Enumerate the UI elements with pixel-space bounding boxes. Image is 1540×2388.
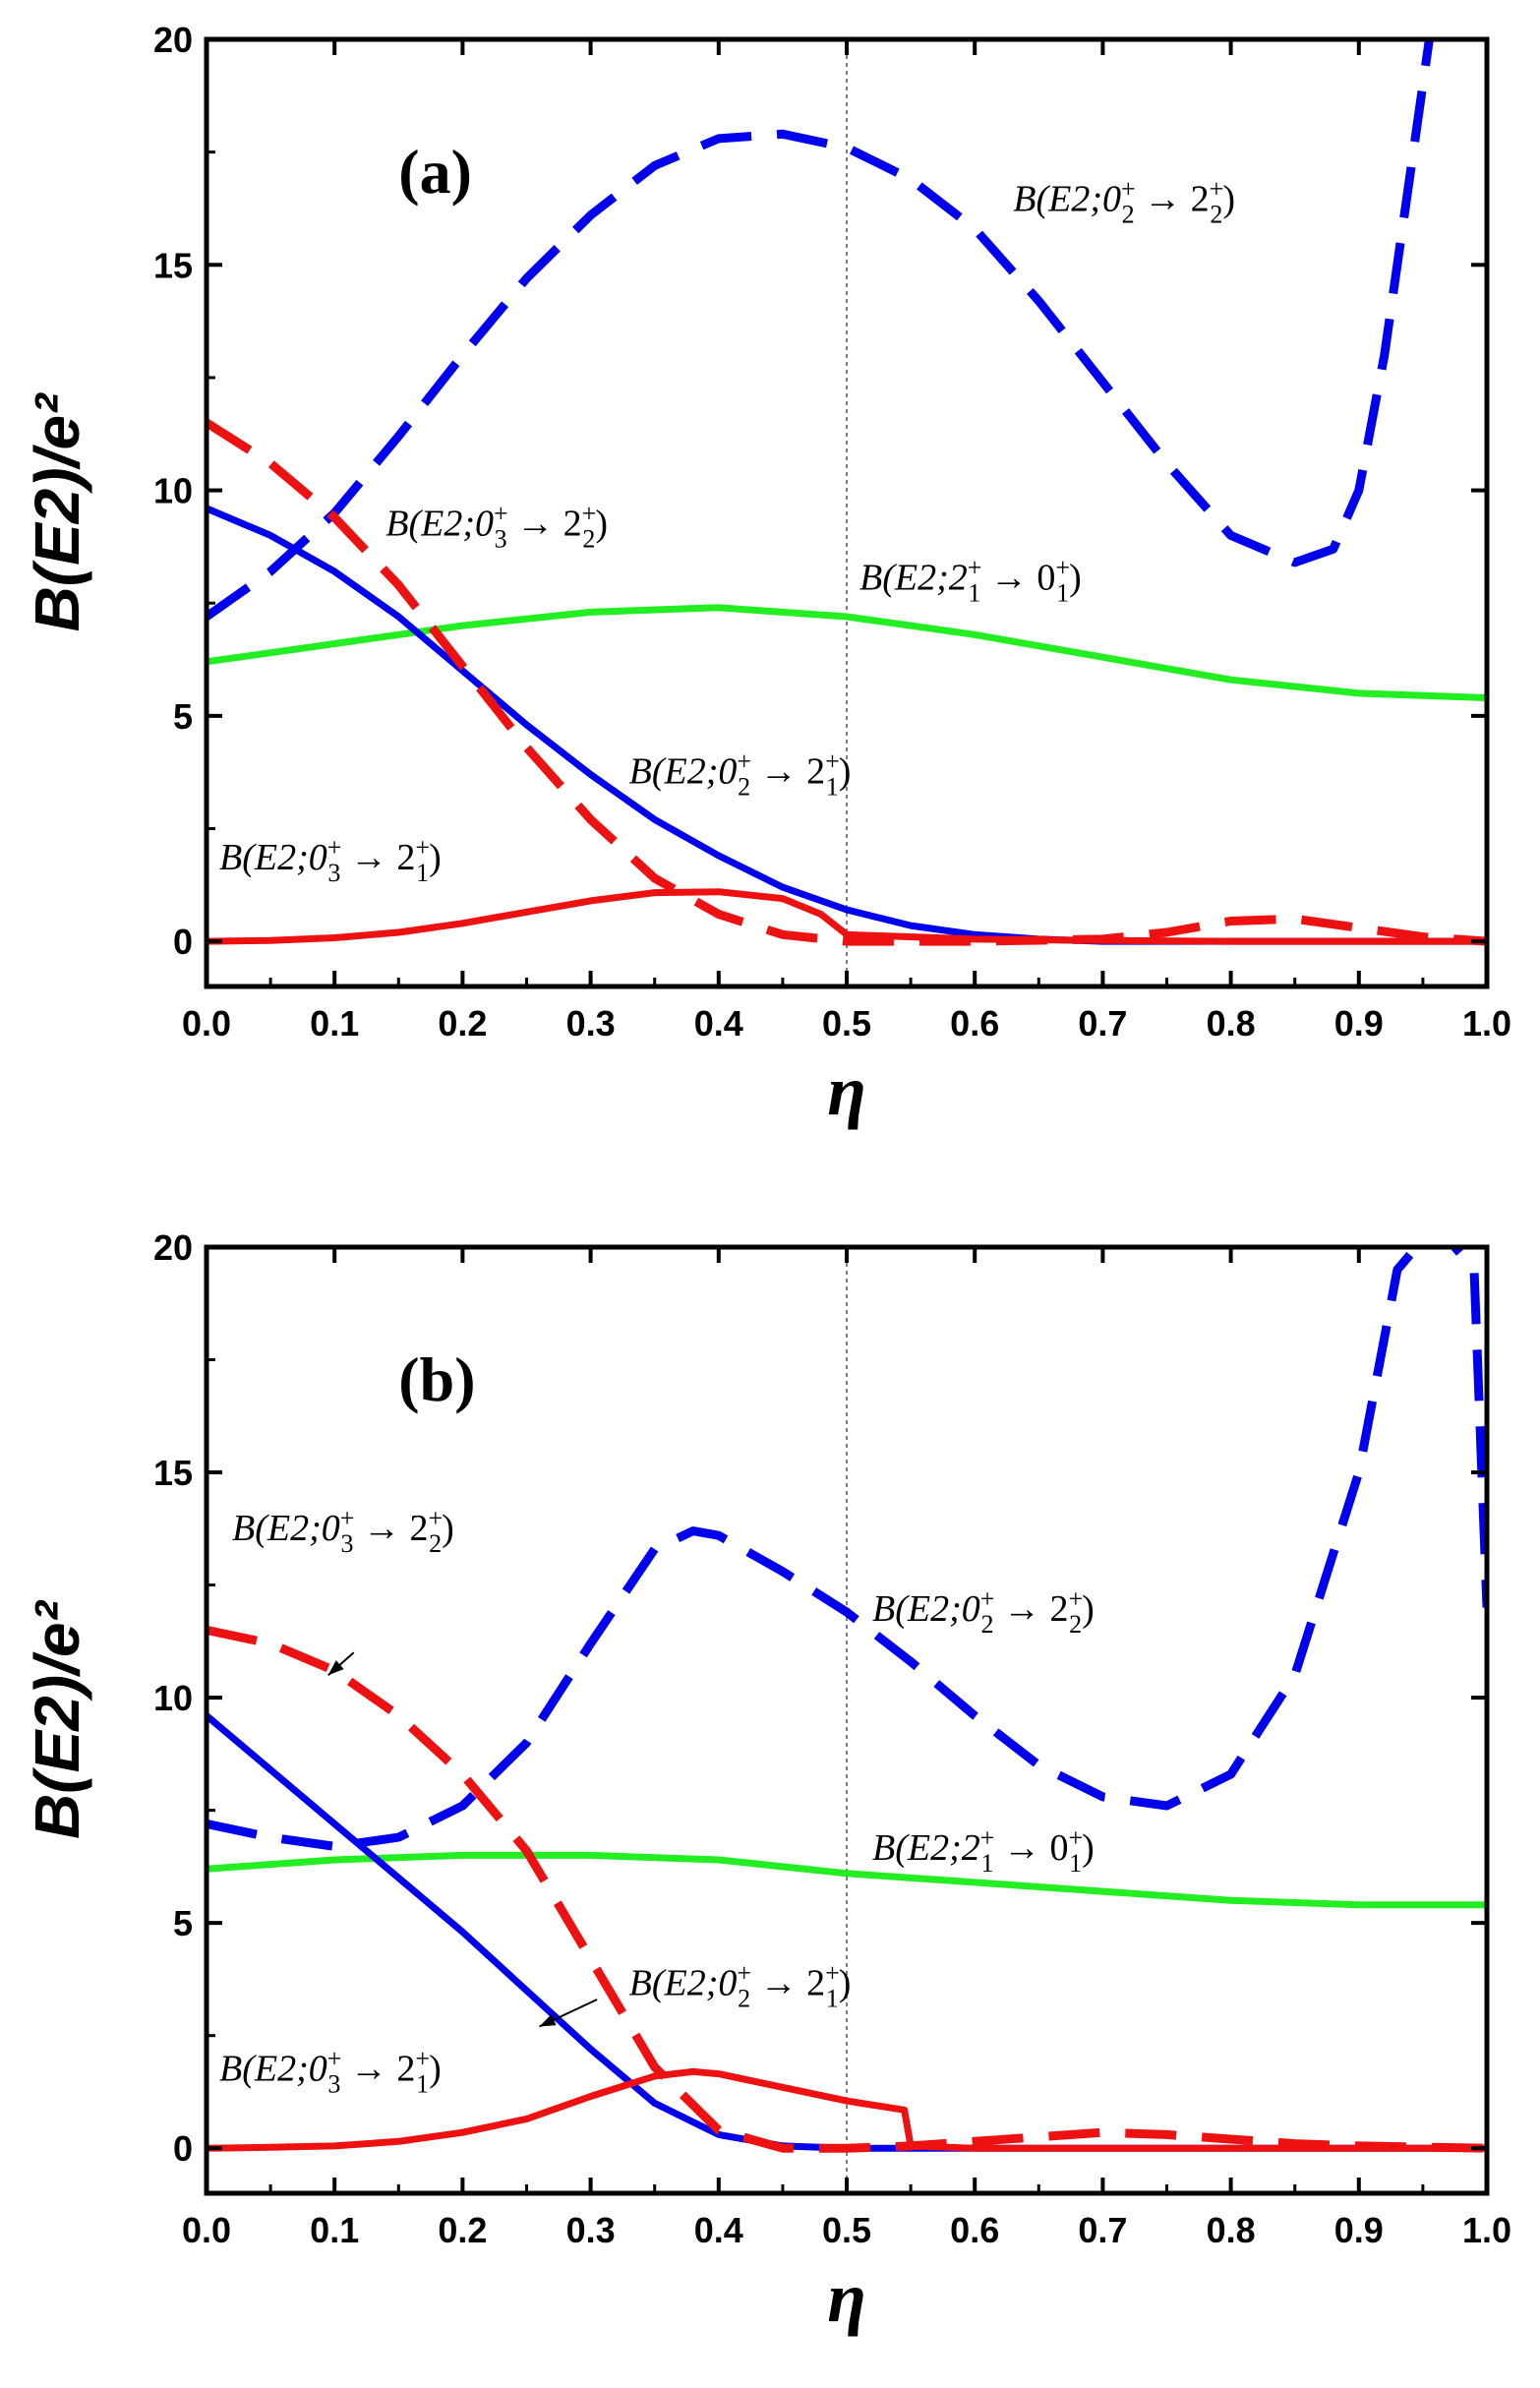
x-tick-label: 0.4 [694,2210,743,2250]
annotation-arrowhead [327,1660,344,1676]
series-line [207,1625,1487,2153]
x-tick-label: 0.6 [950,2210,999,2250]
x-tick-label: 0.2 [438,1003,487,1044]
x-tick-label: 0.3 [566,2210,616,2250]
x-tick-label: 0.9 [1334,1003,1384,1044]
x-tick-label: 0.4 [694,1003,743,1044]
series-line [207,888,1487,945]
annotation-arrowhead [539,2014,557,2027]
annotation-label: B(E2;0+ 2 → 2+ 2) [1013,174,1235,228]
annotation-label: B(E2;0+ 2 → 2+ 2) [872,1584,1095,1639]
annotation-label: B(E2;0+ 3 → 2+ 1) [219,2044,442,2098]
x-tick-label: 0.7 [1078,2210,1127,2250]
x-tick-label: 0.8 [1207,2210,1256,2250]
x-tick-label: 0.7 [1078,1003,1127,1044]
panel-a: 0.0 0.1 0.2 0.3 0.4 0.5 0.6 0.7 0.8 0.9 1.0 0 5 10 15 2… [22,20,1511,1130]
x-axis-label: η [827,2258,866,2337]
annotation-label: B(E2;0+ 3 → 2+ 2) [385,499,608,553]
panel-label: (b) [398,1344,475,1414]
x-tick-label: 0.6 [950,1003,999,1044]
series-line [207,39,1434,621]
x-tick-label: 1.0 [1462,2210,1511,2250]
x-tick-label: 0.5 [822,1003,871,1044]
x-tick-label: 1.0 [1462,1003,1511,1044]
annotation-label: B(E2;2+ 1 → 0+ 1) [859,553,1082,607]
series-line [207,419,1487,946]
x-tick-label: 0.9 [1334,2210,1384,2250]
series-line [207,2067,1487,2152]
x-tick-label: 0.1 [310,1003,359,1044]
annotation-label: B(E2;0+ 3 → 2+ 1) [219,833,442,887]
x-tick-label: 0.0 [182,2210,231,2250]
series-line [207,1851,1487,1909]
series-line [207,1247,1487,1851]
annotation-label: B(E2;0+ 3 → 2+ 2) [232,1504,454,1558]
y-axis-label: B(E2)/e² [22,392,92,632]
x-tick-label: 0.0 [182,1003,231,1044]
y-tick-label: 15 [153,245,193,285]
annotation-label: B(E2;2+ 1 → 0+ 1) [872,1823,1095,1878]
x-tick-label: 0.2 [438,2210,487,2250]
x-tick-label: 0.3 [566,1003,616,1044]
y-tick-label: 5 [173,1903,193,1943]
y-tick-label: 10 [153,1678,193,1718]
y-tick-label: 20 [153,1227,193,1268]
y-axis-label: B(E2)/e² [22,1599,92,1839]
panel-label: (a) [398,137,472,207]
annotation-label: B(E2;0+ 2 → 2+ 1) [629,747,852,802]
y-tick-label: 0 [173,2128,193,2169]
annotation-label: B(E2;0+ 2 → 2+ 1) [629,1958,852,2012]
y-tick-label: 10 [153,471,193,511]
panel-b: 0.0 0.1 0.2 0.3 0.4 0.5 0.6 0.7 0.8 0.9 1.0 0 5 10 15 2… [22,1227,1511,2337]
x-tick-label: 0.1 [310,2210,359,2250]
y-tick-label: 5 [173,696,193,737]
x-tick-label: 0.8 [1207,1003,1256,1044]
y-tick-label: 0 [173,922,193,962]
x-tick-label: 0.5 [822,2210,871,2250]
y-tick-label: 20 [153,20,193,60]
y-tick-label: 15 [153,1453,193,1493]
x-axis-label: η [827,1051,866,1130]
